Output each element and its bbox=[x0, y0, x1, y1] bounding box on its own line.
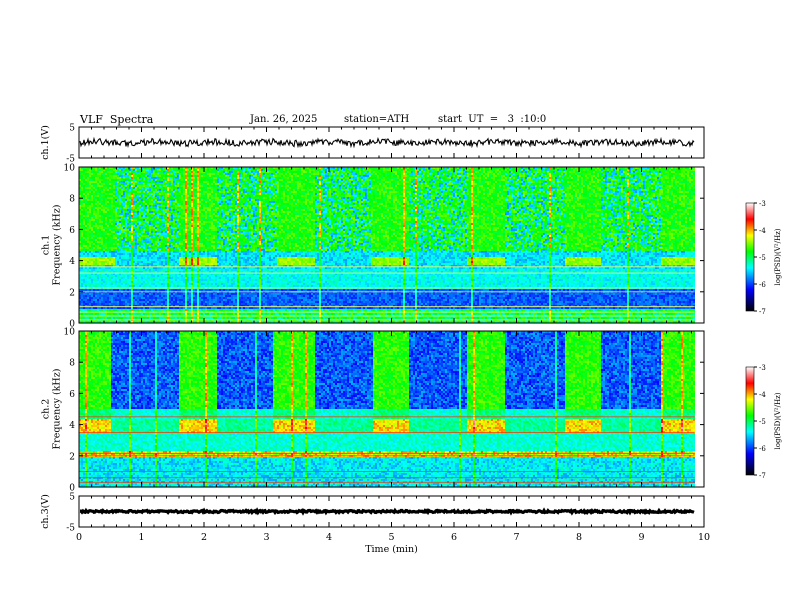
ch2-spectrogram-colorbar-tick-label: -6 bbox=[759, 445, 766, 453]
x-tick-label: 5 bbox=[388, 532, 394, 543]
ch1-spectrogram-ytick-label: 10 bbox=[64, 164, 76, 174]
x-tick-label: 1 bbox=[138, 532, 144, 543]
x-tick-label: 2 bbox=[201, 532, 207, 543]
x-axis-label: Time (min) bbox=[365, 544, 418, 555]
ch2-spectrogram-colorbar-label: log(PSD)(V²/Hz) bbox=[774, 392, 782, 449]
x-tick-label: 4 bbox=[326, 532, 332, 543]
ch1-spectrogram-colorbar-tick-label: -5 bbox=[759, 254, 766, 262]
ch1-spectrogram-image bbox=[79, 167, 695, 324]
x-tick-label: 9 bbox=[638, 532, 644, 543]
ch2-spectrogram-ytick-label: 10 bbox=[64, 328, 76, 338]
ch2-spectrogram-ylabel: ch.2Frequency (kHz) bbox=[41, 369, 63, 450]
ch1-waveform-ylabel: ch.1(V) bbox=[40, 125, 51, 160]
ch2-spectrogram-ytick-label: 0 bbox=[69, 484, 75, 494]
ch3-waveform-trace bbox=[80, 511, 694, 513]
x-tick-label: 10 bbox=[698, 532, 710, 543]
ch1-waveform-trace bbox=[80, 139, 694, 147]
ch1-spectrogram-ytick-label: 6 bbox=[69, 226, 75, 236]
ch2-spectrogram-ytick-label: 8 bbox=[69, 359, 75, 369]
x-tick-label: 7 bbox=[513, 532, 519, 543]
ch1-spectrogram-colorbar bbox=[746, 203, 754, 311]
ch1-spectrogram-colorbar-label: log(PSD)(V²/Hz) bbox=[774, 228, 782, 285]
x-tick-label: 0 bbox=[76, 532, 82, 543]
ch2-spectrogram-colorbar-tick-label: -7 bbox=[759, 472, 766, 480]
ch2-spectrogram-image bbox=[79, 331, 695, 488]
ch3-waveform-ylabel: ch.3(V) bbox=[40, 494, 51, 529]
ch2-spectrogram-colorbar-tick-label: -4 bbox=[759, 391, 766, 399]
ch3-waveform-ytick-label: 5 bbox=[69, 493, 75, 503]
ch2-spectrogram-ytick-label: 2 bbox=[69, 452, 75, 462]
ch1-spectrogram-ytick-label: 8 bbox=[69, 195, 75, 205]
ch1-spectrogram-ylabel: ch.1Frequency (kHz) bbox=[41, 205, 63, 286]
ch1-spectrogram-ytick-label: 4 bbox=[69, 257, 75, 267]
ch2-spectrogram-colorbar-tick-label: -3 bbox=[759, 364, 766, 372]
vlf-spectra-figure: 5-5ch.1(V)5-5ch.3(V)0246810ch.1Frequency… bbox=[0, 0, 792, 612]
ch2-spectrogram-ytick-label: 6 bbox=[69, 390, 75, 400]
ch2-spectrogram-ytick-label: 4 bbox=[69, 421, 75, 431]
ch1-spectrogram-colorbar-tick-label: -6 bbox=[759, 281, 766, 289]
x-tick-label: 6 bbox=[451, 532, 457, 543]
ch1-waveform-ytick-label: 5 bbox=[69, 124, 75, 134]
ch1-spectrogram-colorbar-tick-label: -7 bbox=[759, 308, 766, 316]
ch1-spectrogram-colorbar-tick-label: -3 bbox=[759, 200, 766, 208]
ch2-spectrogram-colorbar-tick-label: -5 bbox=[759, 418, 766, 426]
ch3-waveform-ytick-label: -5 bbox=[66, 524, 75, 534]
ch1-spectrogram-colorbar-tick-label: -4 bbox=[759, 227, 766, 235]
x-tick-label: 3 bbox=[263, 532, 269, 543]
ch2-spectrogram-colorbar bbox=[746, 367, 754, 475]
x-tick-label: 8 bbox=[576, 532, 582, 543]
ch1-spectrogram-ytick-label: 2 bbox=[69, 288, 75, 298]
